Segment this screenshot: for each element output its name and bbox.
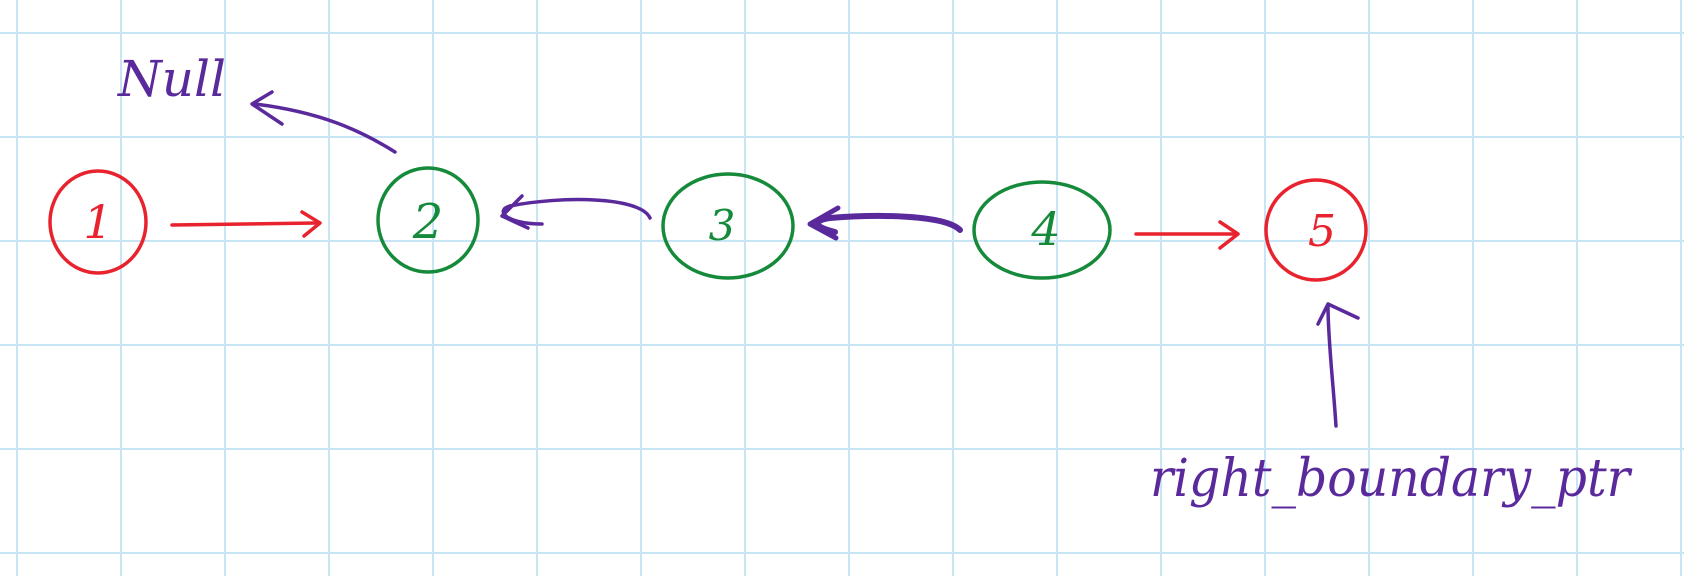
- arrow-3-to-2: [500, 194, 652, 230]
- arrow-1-to-2: [170, 210, 322, 238]
- node-5: 5: [1264, 178, 1368, 282]
- node-4-value: 4: [1030, 202, 1060, 256]
- null-label: Null: [117, 50, 226, 108]
- node-3-circle: [661, 172, 795, 280]
- pointer-label: right_boundary_ptr: [1150, 449, 1633, 509]
- node-1-circle: [48, 169, 148, 275]
- pointer-arrow: [1316, 302, 1360, 428]
- node-2: 2: [376, 166, 480, 274]
- null-arrow: [250, 90, 397, 154]
- node-3-value: 3: [709, 201, 736, 250]
- node-1-value: 1: [83, 195, 112, 249]
- node-4-circle: [972, 180, 1112, 280]
- node-5-value: 5: [1308, 206, 1336, 257]
- node-2-circle: [376, 166, 480, 274]
- node-1: 1: [48, 169, 148, 275]
- node-2-value: 2: [412, 194, 444, 250]
- arrow-4-to-5: [1134, 220, 1240, 250]
- node-3: 3: [661, 172, 795, 280]
- node-5-circle: [1264, 178, 1368, 282]
- arrow-4-to-3: [807, 205, 963, 241]
- node-4: 4: [972, 180, 1112, 280]
